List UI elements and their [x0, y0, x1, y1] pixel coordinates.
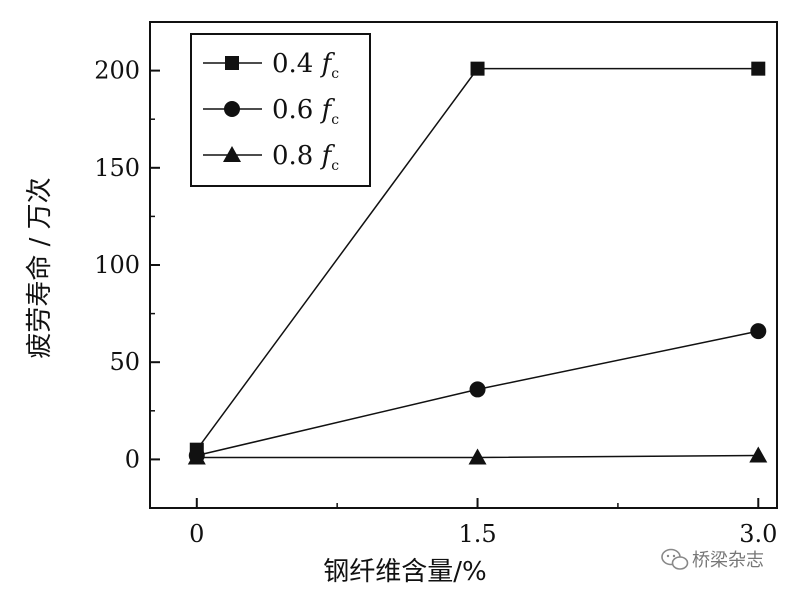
tick-labels: 0 50 100 150 200 0 1.5 3.0	[94, 57, 777, 548]
data-point-triangle	[468, 448, 487, 465]
y-tick-label: 50	[109, 348, 140, 376]
legend-marker-circle	[224, 101, 240, 117]
legend-item: 0.4 fc	[203, 49, 339, 82]
y-tick-label: 100	[94, 251, 140, 279]
data-point-triangle	[187, 448, 206, 465]
series-layer	[187, 61, 768, 465]
data-point-circle	[750, 323, 767, 340]
x-axis-title: 钢纤维含量/%	[323, 557, 486, 587]
data-point-triangle	[749, 446, 768, 463]
y-tick-label: 200	[94, 57, 140, 85]
data-point-square	[470, 61, 485, 76]
y-tick-label: 0	[125, 445, 140, 473]
watermark: 桥梁杂志	[661, 548, 764, 571]
legend-label: 0.6 fc	[272, 95, 339, 128]
data-point-circle	[469, 381, 486, 398]
legend-marker-square	[225, 56, 239, 70]
x-tick-label: 1.5	[458, 520, 496, 548]
legend-items: 0.4 fc 0.6 fc 0.8 fc	[203, 49, 339, 174]
legend-box	[190, 33, 371, 187]
series-circle	[188, 323, 767, 464]
y-tick-label: 150	[94, 154, 140, 182]
data-point-square	[751, 61, 766, 76]
legend-label: 0.4 fc	[272, 49, 339, 82]
x-tick-label: 0	[189, 520, 204, 548]
legend: 0.4 fc 0.6 fc 0.8 fc	[190, 33, 371, 187]
tick-marks	[150, 69, 760, 508]
legend-marker-triangle	[223, 146, 241, 162]
wechat-icon	[661, 548, 689, 570]
y-axis-title: 疲劳寿命 / 万次	[25, 177, 55, 358]
watermark-text: 桥梁杂志	[692, 550, 764, 571]
series-triangle	[187, 446, 768, 465]
x-tick-label: 3.0	[739, 520, 777, 548]
legend-label: 0.8 fc	[272, 141, 339, 174]
